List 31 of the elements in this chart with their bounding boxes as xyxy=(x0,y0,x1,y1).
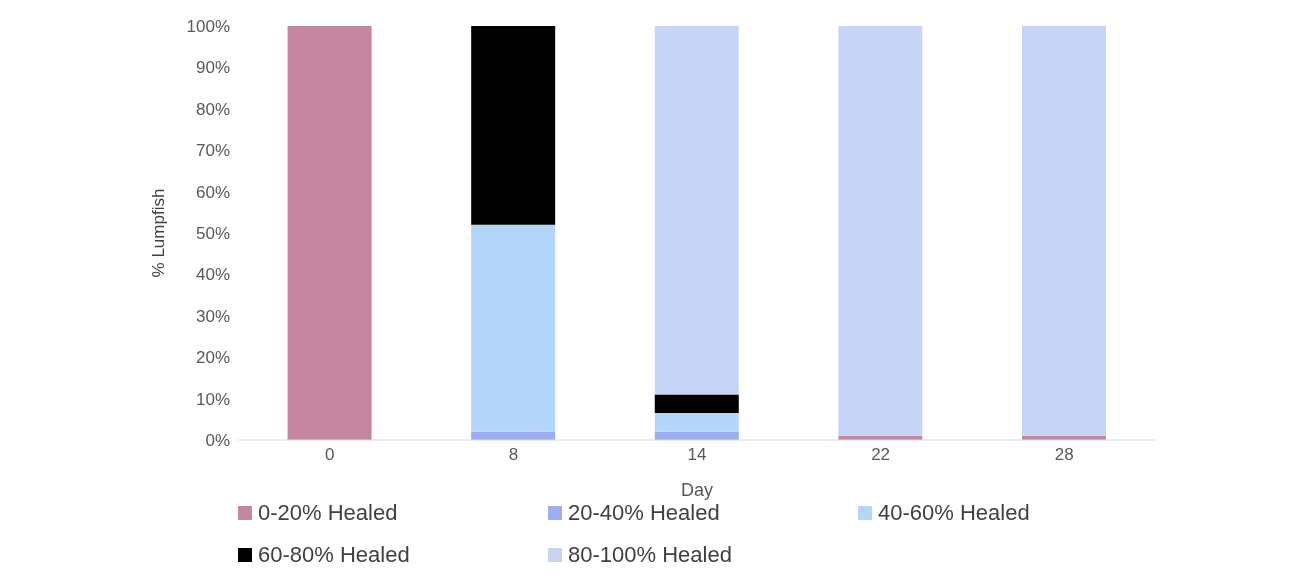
legend-label: 0-20% Healed xyxy=(258,500,398,526)
x-tick-label: 28 xyxy=(1054,445,1074,465)
legend-label: 80-100% Healed xyxy=(568,542,732,568)
x-tick-label: 14 xyxy=(687,445,707,465)
bar xyxy=(654,394,739,414)
legend-label: 40-60% Healed xyxy=(878,500,1030,526)
bar xyxy=(1021,26,1106,436)
y-tick-label: 50% xyxy=(195,224,230,244)
legend-label: 20-40% Healed xyxy=(568,500,720,526)
bar xyxy=(654,26,739,395)
y-tick-label: 100% xyxy=(186,17,230,37)
y-tick-label: 80% xyxy=(195,99,230,119)
y-axis-title: % Lumpfish xyxy=(149,188,169,278)
x-tick-label: 22 xyxy=(871,445,891,465)
bar xyxy=(287,26,372,440)
bar xyxy=(471,26,556,225)
x-axis-title: Day xyxy=(680,480,714,500)
y-tick-label: 30% xyxy=(195,306,230,326)
bar xyxy=(838,26,923,436)
bar xyxy=(654,413,739,432)
x-tick-label: 8 xyxy=(508,445,519,465)
x-tick-label: 0 xyxy=(325,445,335,465)
y-tick-label: 10% xyxy=(195,389,230,409)
y-tick-label: 0% xyxy=(205,431,230,451)
bar xyxy=(471,224,556,432)
y-tick-label: 70% xyxy=(195,141,230,161)
y-tick-label: 20% xyxy=(195,348,230,368)
y-tick-label: 60% xyxy=(195,182,230,202)
legend-label: 60-80% Healed xyxy=(258,542,410,568)
y-tick-label: 40% xyxy=(195,265,230,285)
y-tick-label: 90% xyxy=(195,58,230,78)
